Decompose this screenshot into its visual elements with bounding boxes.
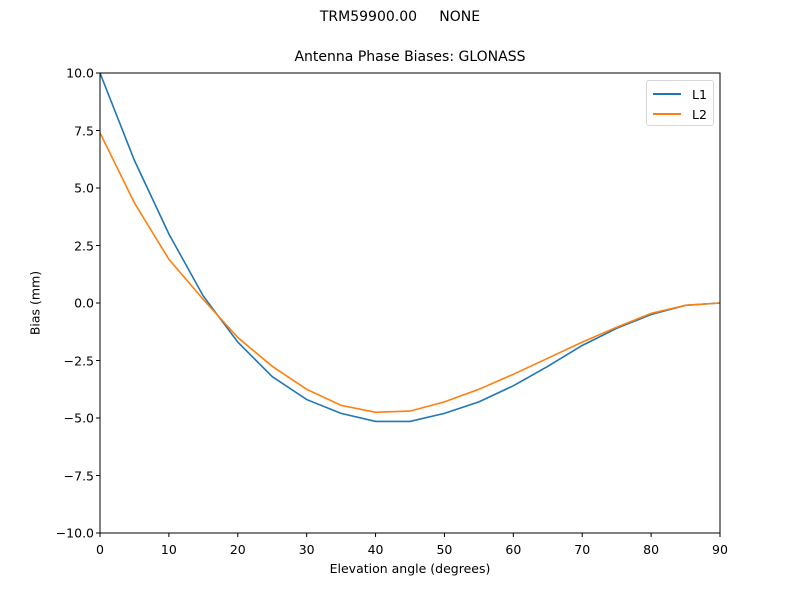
- y-tick-label: −5.0: [63, 410, 94, 426]
- y-tick-label: 7.5: [74, 123, 94, 138]
- legend-item-l1: L1: [653, 86, 707, 102]
- y-tick-label: −7.5: [63, 468, 94, 483]
- series-line-l1: [99, 72, 721, 423]
- x-tick-label: 0: [96, 542, 104, 557]
- x-tick-label: 40: [367, 542, 384, 557]
- x-tick-label: 70: [574, 542, 591, 557]
- y-tick-label: 2.5: [74, 238, 94, 253]
- x-tick-label: 20: [229, 542, 246, 557]
- series-line-l2: [99, 132, 721, 414]
- tick-marks: [96, 72, 721, 537]
- y-axis-label: Bias (mm): [27, 270, 43, 336]
- figure-suptitle: TRM59900.00 NONE: [319, 9, 481, 25]
- legend-line-icon: [653, 113, 681, 115]
- legend-label: L1: [692, 86, 707, 102]
- chart-title: Antenna Phase Biases: GLONASS: [294, 49, 526, 65]
- x-tick-label: 80: [643, 542, 660, 557]
- legend-label: L2: [692, 106, 707, 122]
- y-tick-label: 0.0: [74, 295, 94, 311]
- y-tick-label: 10.0: [66, 65, 94, 81]
- legend: L1 L2: [646, 80, 714, 126]
- axes-frame: [99, 72, 721, 534]
- x-tick-label: 10: [160, 542, 177, 557]
- x-tick-label: 60: [505, 542, 522, 557]
- y-tick-label: −10.0: [55, 525, 94, 541]
- legend-item-l2: L2: [653, 106, 707, 122]
- y-tick-label: 5.0: [74, 180, 94, 196]
- legend-line-icon: [653, 93, 681, 95]
- x-tick-label: 30: [298, 542, 315, 557]
- series-layer: [99, 72, 721, 423]
- x-axis-label: Elevation angle (degrees): [329, 561, 491, 576]
- y-tick-label: −2.5: [63, 353, 94, 368]
- x-tick-label: 50: [436, 542, 453, 557]
- x-tick-label: 90: [712, 542, 728, 557]
